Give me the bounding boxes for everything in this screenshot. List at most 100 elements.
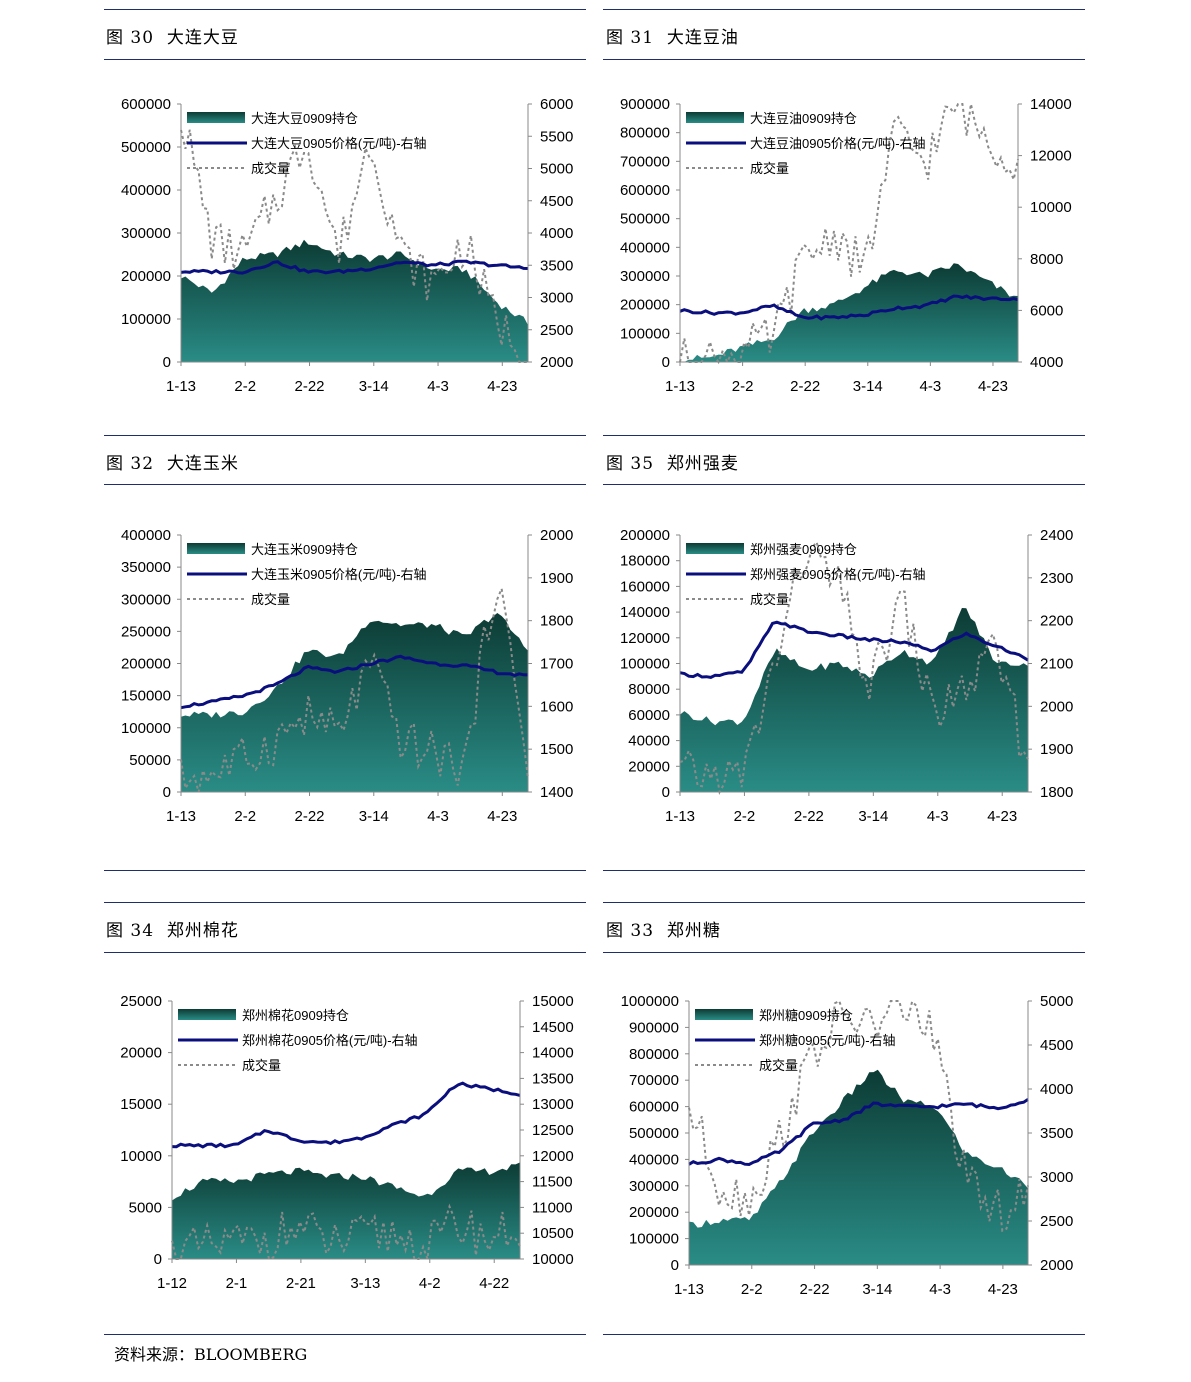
rule-right-r1b — [603, 59, 1085, 60]
left-tick-label: 25000 — [120, 993, 162, 1010]
x-tick-label: 1-13 — [166, 378, 196, 395]
x-tick-label: 2-22 — [790, 378, 820, 395]
left-tick-label: 500000 — [620, 211, 670, 228]
x-tick-label: 4-23 — [987, 808, 1017, 825]
volume-line — [171, 1203, 521, 1261]
source-note: 资料来源：BLOOMBERG — [114, 1345, 308, 1364]
legend-label-price: 大连豆油0905价格(元/吨)-右轴 — [750, 136, 926, 151]
x-tick-label: 4-3 — [427, 378, 449, 395]
left-tick-label: 300000 — [121, 591, 171, 608]
left-tick-label: 100000 — [620, 656, 670, 673]
x-tick-label: 2-2 — [234, 378, 256, 395]
left-tick-label: 300000 — [121, 225, 171, 242]
right-tick-label: 4000 — [540, 225, 573, 242]
left-tick-label: 100000 — [629, 1231, 679, 1248]
x-tick-label: 4-23 — [487, 378, 517, 395]
right-tick-label: 2000 — [540, 354, 573, 371]
legend-label-volume: 成交量 — [251, 592, 290, 607]
figure-title-33: 图 33 郑州糖 — [606, 916, 721, 941]
left-tick-label: 150000 — [121, 688, 171, 705]
right-tick-label: 1400 — [540, 784, 573, 801]
legend-swatch-holding — [178, 1009, 236, 1020]
chart-group-3: 0 20000 40000 60000 80000 100000 120000 140000 1… — [620, 527, 1073, 825]
rule-left-r2b — [104, 484, 586, 485]
legend-label-price: 郑州强麦0905价格(元/吨)-右轴 — [750, 567, 926, 582]
figure-title-34: 图 34 郑州棉花 — [106, 916, 239, 941]
x-tick-label: 2-22 — [295, 378, 325, 395]
figure-title-30: 图 30 大连大豆 — [106, 23, 239, 48]
figure-number: 图 31 — [606, 28, 655, 48]
rule-left-bottom — [104, 1334, 586, 1335]
legend-label-price: 大连大豆0905价格(元/吨)-右轴 — [251, 136, 427, 151]
left-tick-label: 200000 — [121, 268, 171, 285]
right-tick-label: 3500 — [540, 257, 573, 274]
left-tick-label: 1000000 — [621, 993, 679, 1010]
holding-area — [172, 1162, 520, 1259]
x-tick-label: 3-14 — [853, 378, 883, 395]
right-tick-label: 10000 — [1030, 199, 1072, 216]
x-tick-label: 2-2 — [234, 808, 256, 825]
chart-group-1: 0 100000 200000 300000 400000 500000 600000 700… — [620, 96, 1072, 395]
right-tick-label: 8000 — [1030, 251, 1063, 268]
figure-name: 郑州糖 — [666, 921, 721, 941]
right-tick-label: 1500 — [540, 741, 573, 758]
left-tick-label: 800000 — [629, 1046, 679, 1063]
holding-area — [689, 1069, 1028, 1265]
figure-number: 图 32 — [106, 454, 155, 474]
holding-area — [680, 263, 1018, 362]
top-rule-left — [104, 9, 586, 10]
legend-label-volume: 成交量 — [759, 1058, 798, 1073]
right-tick-label: 1900 — [540, 570, 573, 587]
figure-title-35: 图 35 郑州强麦 — [606, 449, 739, 474]
figure-title-31: 图 31 大连豆油 — [606, 23, 739, 48]
right-tick-label: 4000 — [1040, 1081, 1073, 1098]
x-tick-label: 3-14 — [862, 1281, 892, 1298]
figure-title-32: 图 32 大连玉米 — [106, 449, 239, 474]
figure-name: 郑州棉花 — [166, 921, 239, 941]
x-tick-label: 2-21 — [286, 1275, 316, 1292]
right-tick-label: 4000 — [1030, 354, 1063, 371]
holding-area — [181, 239, 528, 362]
x-tick-label: 1-12 — [157, 1275, 187, 1292]
right-tick-label: 14500 — [532, 1019, 574, 1036]
x-tick-label: 4-3 — [920, 378, 942, 395]
right-tick-label: 2000 — [1040, 1257, 1073, 1274]
x-tick-label: 2-2 — [734, 808, 756, 825]
figure-number: 图 33 — [606, 921, 655, 941]
left-tick-label: 350000 — [121, 559, 171, 576]
x-tick-label: 4-23 — [988, 1281, 1018, 1298]
right-tick-label: 5500 — [540, 128, 573, 145]
chart-group-5: 0 100000 200000 300000 400000 500000 600000 700… — [621, 993, 1074, 1298]
figure-name: 大连大豆 — [166, 28, 239, 48]
x-tick-label: 4-3 — [927, 808, 949, 825]
volume-line — [180, 129, 528, 363]
left-tick-label: 200000 — [620, 527, 670, 544]
right-tick-label: 15000 — [532, 993, 574, 1010]
rule-right-bottom — [603, 1334, 1085, 1335]
right-tick-label: 4500 — [1040, 1037, 1073, 1054]
right-tick-label: 11500 — [532, 1174, 573, 1191]
rule-right-r2t — [603, 435, 1085, 436]
legend-label-holding: 郑州棉花0909持仓 — [242, 1008, 349, 1023]
left-tick-label: 400000 — [629, 1151, 679, 1168]
left-tick-label: 180000 — [620, 553, 670, 570]
left-tick-label: 100000 — [620, 325, 670, 342]
left-tick-label: 500000 — [121, 139, 171, 156]
right-tick-label: 1700 — [540, 656, 573, 673]
x-tick-label: 1-13 — [665, 808, 695, 825]
left-tick-label: 200000 — [629, 1204, 679, 1221]
rule-right-r2b — [603, 484, 1085, 485]
x-tick-label: 3-14 — [858, 808, 888, 825]
left-tick-label: 5000 — [129, 1199, 162, 1216]
x-tick-label: 4-22 — [479, 1275, 509, 1292]
rule-left-r3b — [104, 952, 586, 953]
left-tick-label: 0 — [671, 1257, 679, 1274]
x-tick-label: 1-13 — [674, 1281, 704, 1298]
x-tick-label: 3-14 — [359, 378, 389, 395]
legend-label-volume: 成交量 — [242, 1058, 281, 1073]
right-tick-label: 2500 — [540, 322, 573, 339]
right-tick-label: 6000 — [540, 96, 573, 113]
legend-swatch-holding — [686, 543, 744, 554]
right-tick-label: 10500 — [532, 1225, 574, 1242]
